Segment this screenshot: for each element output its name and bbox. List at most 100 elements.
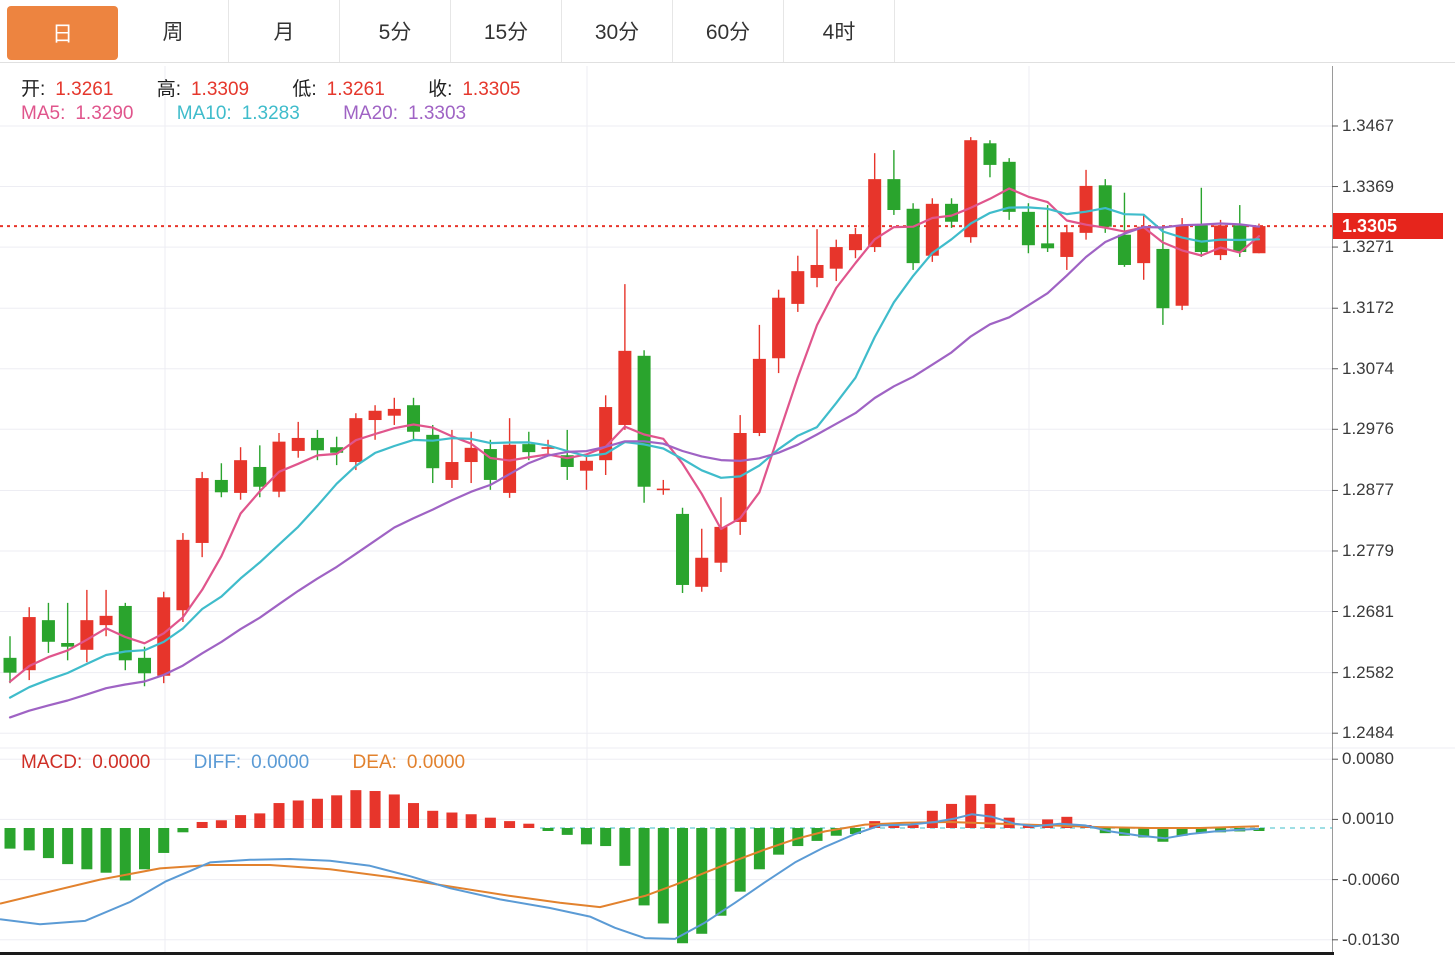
macd-legend: MACD: 0.0000 DIFF: 0.0000 DEA: 0.0000 <box>21 752 475 774</box>
diff-value: 0.0000 <box>251 752 310 773</box>
candle-body <box>426 434 440 469</box>
tab-5min[interactable]: 5分 <box>340 0 451 62</box>
macd-bar <box>273 803 285 828</box>
candle-body <box>214 479 228 493</box>
candle-body <box>272 441 286 492</box>
candle-body <box>637 355 651 487</box>
diff-label: DIFF: <box>193 752 242 773</box>
macd-bar <box>696 828 708 934</box>
macd-bar <box>62 828 74 865</box>
ma10-value: 1.3283 <box>241 103 300 124</box>
candle-body <box>1137 226 1151 264</box>
macd-bar <box>215 820 227 828</box>
macd-bar <box>542 828 554 831</box>
tab-day[interactable]: 日 <box>7 6 118 60</box>
macd-bar <box>715 828 727 916</box>
price-tick-label: 1.3172 <box>1342 298 1394 318</box>
price-tick-label: 1.2484 <box>1342 723 1394 743</box>
tab-month[interactable]: 月 <box>229 0 340 62</box>
candle-body <box>368 410 382 421</box>
candle-body <box>676 513 690 585</box>
macd-bar <box>446 812 458 828</box>
candle-body <box>118 605 132 661</box>
macd-bar <box>100 828 112 873</box>
price-tick-label: 1.2582 <box>1342 662 1394 682</box>
candle-body <box>695 557 709 587</box>
candle-body <box>772 297 786 359</box>
tab-30min[interactable]: 30分 <box>562 0 673 62</box>
macd-bar <box>1176 828 1188 836</box>
macd-bar <box>4 828 16 849</box>
last-price-tag: 1.3305 <box>1333 213 1443 240</box>
candle-body <box>464 447 478 463</box>
candle-body <box>1060 232 1074 257</box>
ma5-value: 1.3290 <box>75 103 134 124</box>
macd-value: 0.0000 <box>92 752 151 773</box>
macd-tick-label: -0.0130 <box>1342 929 1400 949</box>
candle-body <box>445 462 459 480</box>
macd-bar <box>1118 828 1130 836</box>
candle-body <box>714 526 728 563</box>
macd-bar <box>888 824 900 828</box>
macd-bar <box>965 795 977 828</box>
price-tick-label: 1.3467 <box>1342 116 1394 135</box>
candle-body <box>387 408 401 416</box>
ohlc-legend: 开: 1.3261 高: 1.3309 低: 1.3261 收: 1.3305 <box>21 74 530 101</box>
macd-bar <box>792 828 804 847</box>
low-value: 1.3261 <box>326 79 385 100</box>
candle-body <box>310 437 324 451</box>
macd-bar <box>600 828 612 847</box>
macd-bar <box>408 803 420 828</box>
candle-body <box>618 350 632 425</box>
candle-body <box>176 539 190 611</box>
macd-bar <box>177 828 189 833</box>
candle-body <box>195 478 209 543</box>
tab-4hour[interactable]: 4时 <box>784 0 895 62</box>
tab-week[interactable]: 周 <box>118 0 229 62</box>
candle-body <box>925 203 939 256</box>
macd-bar <box>580 828 592 845</box>
macd-bar <box>235 815 247 828</box>
ma-legend: MA5: 1.3290 MA10: 1.3283 MA20: 1.3303 <box>21 103 476 125</box>
candle-body <box>1041 243 1055 249</box>
chart-area: 开: 1.3261 高: 1.3309 低: 1.3261 收: 1.3305 MA5:… <box>0 63 1455 959</box>
macd-bar <box>677 828 689 944</box>
ma20-value: 1.3303 <box>408 103 467 124</box>
candle-body <box>1175 225 1189 306</box>
candle-body <box>253 466 267 487</box>
close-label: 收: <box>428 79 453 100</box>
candles-layer <box>3 137 1266 687</box>
price-tick-label: 1.2877 <box>1342 480 1394 500</box>
macd-bar <box>619 828 631 866</box>
macd-bar <box>292 800 304 828</box>
candle-body <box>22 617 36 671</box>
macd-bar <box>369 791 381 828</box>
open-value: 1.3261 <box>55 79 114 100</box>
candle-body <box>41 620 55 642</box>
macd-bar <box>42 828 54 859</box>
candle-body <box>945 203 959 222</box>
macd-tick-label: -0.0060 <box>1342 869 1400 889</box>
candle-body <box>1098 185 1112 227</box>
ma20-label: MA20: <box>343 103 399 124</box>
candle-body <box>752 358 766 433</box>
macd-bar <box>830 828 842 836</box>
macd-bar <box>158 828 170 853</box>
candle-body <box>1194 225 1208 253</box>
timeframe-tabbar: 日 周 月 5分 15分 30分 60分 4时 <box>0 0 1455 63</box>
tab-15min[interactable]: 15分 <box>451 0 562 62</box>
candle-body <box>964 140 978 238</box>
dea-value: 0.0000 <box>406 752 466 773</box>
tab-60min[interactable]: 60分 <box>673 0 784 62</box>
price-tick-label: 1.3369 <box>1342 176 1394 196</box>
candle-body <box>1117 234 1131 265</box>
price-tick-label: 1.2779 <box>1342 540 1394 560</box>
macd-histogram-layer <box>4 790 1265 944</box>
candle-body <box>330 447 344 453</box>
macd-bar <box>388 794 400 828</box>
candle-body <box>1156 248 1170 309</box>
macd-bar <box>753 828 765 870</box>
macd-tick-label: 0.0010 <box>1342 809 1394 829</box>
high-label: 高: <box>156 79 181 100</box>
candlestick-chart-canvas[interactable] <box>0 63 1455 959</box>
